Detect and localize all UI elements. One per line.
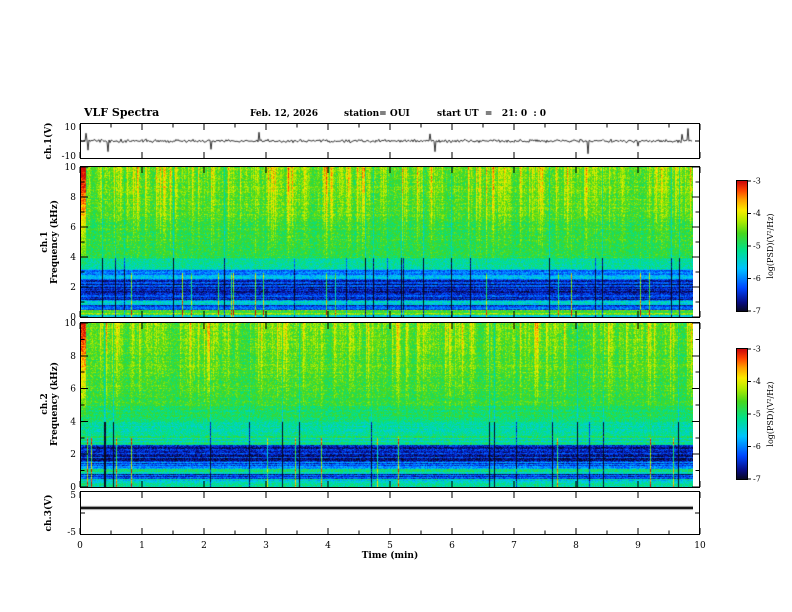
xaxis-label: Time (min) — [361, 551, 419, 561]
svg-text:1: 1 — [139, 541, 145, 551]
ylabel-ch2-channel: ch.2 — [40, 393, 50, 415]
ylabel-ch3-voltage: ch.3(V) — [44, 494, 54, 532]
panel-ch1-spectrogram — [80, 166, 700, 318]
svg-text:9: 9 — [635, 541, 641, 551]
svg-text:4: 4 — [325, 541, 331, 551]
svg-text:0: 0 — [77, 541, 83, 551]
svg-text:-5: -5 — [67, 528, 76, 538]
panel-ch3-waveform — [80, 491, 700, 535]
svg-text:-5: -5 — [753, 242, 761, 251]
ch2-spectrogram-canvas — [81, 323, 693, 487]
header-station: station= OUI — [344, 109, 410, 119]
colorbar-ch1 — [736, 180, 748, 312]
colorbar-ch2-canvas — [737, 349, 747, 479]
svg-text:6: 6 — [70, 385, 76, 395]
svg-text:-3: -3 — [753, 345, 761, 354]
ylabel-ch2-frequency-text: Frequency (kHz) — [50, 361, 60, 447]
svg-text:8: 8 — [70, 193, 76, 203]
ch3-waveform-canvas — [81, 492, 693, 534]
header-date: Feb. 12, 2026 — [250, 109, 319, 119]
svg-text:0: 0 — [70, 313, 76, 323]
svg-text:-6: -6 — [753, 442, 761, 451]
svg-text:-3: -3 — [753, 177, 761, 186]
svg-text:8: 8 — [573, 541, 579, 551]
colorbar-ch1-label: log(PSD)(V²/Hz) — [766, 213, 775, 279]
panel-ch1-waveform — [80, 123, 700, 159]
svg-text:5: 5 — [387, 541, 393, 551]
svg-text:-10: -10 — [62, 152, 77, 162]
ylabel-ch1-voltage: ch.1(V) — [44, 122, 54, 160]
svg-text:6: 6 — [70, 223, 76, 233]
svg-text:-4: -4 — [753, 209, 761, 218]
colorbar-ch2-label: log(PSD)(V²/Hz) — [766, 381, 775, 447]
svg-text:0: 0 — [70, 483, 76, 493]
svg-text:8: 8 — [70, 352, 76, 362]
ylabel-ch1-channel: ch.1 — [40, 231, 50, 253]
figure-title: VLF Spectra — [84, 106, 160, 119]
colorbar-ch2 — [736, 348, 748, 480]
svg-text:10: 10 — [65, 319, 77, 329]
svg-text:-7: -7 — [753, 475, 761, 484]
svg-text:2: 2 — [70, 450, 76, 460]
svg-text:-4: -4 — [753, 377, 761, 386]
svg-text:-5: -5 — [753, 410, 761, 419]
svg-text:-6: -6 — [753, 274, 761, 283]
svg-text:4: 4 — [70, 253, 76, 263]
svg-text:4: 4 — [70, 417, 76, 427]
svg-text:10: 10 — [65, 163, 77, 173]
header-start-ut: start UT = 21: 0 : 0 — [437, 109, 547, 119]
colorbar-ch1-canvas — [737, 181, 747, 311]
svg-text:6: 6 — [449, 541, 455, 551]
panel-ch2-spectrogram — [80, 322, 700, 488]
svg-text:5: 5 — [70, 491, 76, 501]
ylabel-ch2-frequency: ch.2 Frequency (kHz) — [40, 362, 60, 446]
svg-text:10: 10 — [65, 123, 77, 133]
ylabel-ch1-frequency-text: Frequency (kHz) — [50, 199, 60, 285]
ylabel-ch1-frequency: ch.1 Frequency (kHz) — [40, 200, 60, 284]
svg-text:2: 2 — [70, 283, 76, 293]
ch1-waveform-canvas — [81, 124, 693, 158]
ch1-spectrogram-canvas — [81, 167, 693, 317]
svg-text:3: 3 — [263, 541, 269, 551]
svg-text:7: 7 — [511, 541, 517, 551]
svg-text:10: 10 — [694, 541, 706, 551]
svg-text:2: 2 — [201, 541, 207, 551]
svg-text:-7: -7 — [753, 307, 761, 316]
